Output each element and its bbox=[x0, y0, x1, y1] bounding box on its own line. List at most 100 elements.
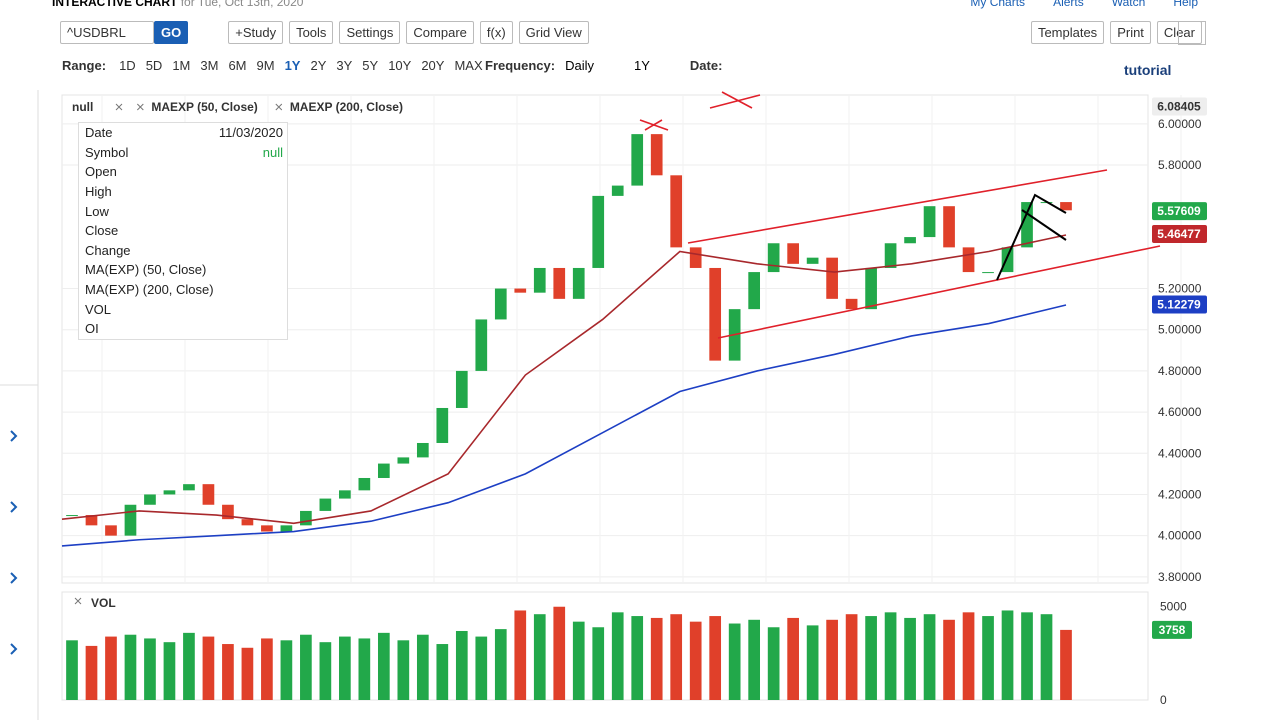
header-link[interactable]: My Charts bbox=[970, 0, 1026, 9]
range-option[interactable]: 10Y bbox=[388, 58, 412, 73]
title: INTERACTIVE CHART bbox=[52, 0, 178, 9]
y-tick-label: 4.40000 bbox=[1158, 446, 1202, 460]
candle bbox=[1021, 202, 1033, 248]
info-label: Open bbox=[85, 164, 117, 180]
volume-bar bbox=[689, 621, 702, 700]
toolbar-button[interactable]: f(x) bbox=[479, 21, 513, 44]
tutorial-link[interactable]: tutorial bbox=[1124, 62, 1172, 78]
legend-entry: MAEXP (50, Close) bbox=[151, 100, 257, 114]
candle bbox=[884, 243, 897, 268]
volume-bar bbox=[592, 627, 605, 700]
volume-tag bbox=[1152, 620, 1192, 639]
info-row: Close bbox=[79, 221, 287, 241]
range-option[interactable]: 6M bbox=[228, 58, 247, 73]
price-tag bbox=[1152, 97, 1207, 116]
volume-bar bbox=[85, 645, 98, 700]
go-button[interactable]: GO bbox=[154, 21, 189, 44]
toolbar-button[interactable]: Print bbox=[1110, 21, 1151, 44]
range-option[interactable]: 9M bbox=[256, 58, 275, 73]
period-select[interactable]: 1Y bbox=[633, 58, 650, 73]
date-label: Date: bbox=[689, 58, 723, 73]
header-links: My Charts Alerts Watch Help bbox=[970, 0, 1198, 9]
volume-bar bbox=[748, 619, 761, 700]
toolbar-button[interactable]: +Study bbox=[228, 21, 284, 44]
price-tag bbox=[1152, 225, 1207, 244]
candle bbox=[455, 370, 468, 408]
candle bbox=[709, 267, 722, 361]
y-tick-label: 4.80000 bbox=[1158, 364, 1202, 378]
y-tick-label: 5.80000 bbox=[1158, 158, 1202, 172]
volume-bar bbox=[943, 619, 955, 700]
volume-bar bbox=[1001, 610, 1014, 700]
info-label: Symbol bbox=[85, 144, 129, 160]
info-row: Open bbox=[79, 162, 287, 182]
volume-bar bbox=[806, 625, 819, 700]
candle bbox=[572, 267, 585, 299]
toolbar-button[interactable]: Compare bbox=[406, 21, 474, 44]
y-tick-label: 4.60000 bbox=[1158, 405, 1202, 419]
volume-bar bbox=[650, 617, 663, 700]
frequency-select[interactable]: Daily bbox=[565, 58, 594, 73]
legend-entry: null bbox=[72, 100, 93, 114]
info-row: Date 11/03/2020 bbox=[79, 123, 287, 143]
price-tag bbox=[1152, 202, 1207, 221]
range-option[interactable]: 5D bbox=[145, 58, 163, 73]
candle bbox=[865, 267, 877, 310]
info-label: OI bbox=[85, 321, 99, 337]
range-option[interactable]: 5Y bbox=[362, 58, 379, 73]
candle bbox=[183, 484, 195, 491]
range-option[interactable]: 2Y bbox=[310, 58, 327, 73]
volume-bar bbox=[339, 636, 351, 700]
volume-tick-label: 5000 bbox=[1160, 600, 1187, 614]
toolbar-button[interactable]: Tools bbox=[289, 21, 334, 44]
volume-title: VOL bbox=[91, 596, 116, 610]
info-row: MA(EXP) (200, Close) bbox=[79, 280, 287, 300]
header-link[interactable]: Watch bbox=[1111, 0, 1146, 9]
range-row: Range: 1D 5D 1M 3M 6M 9M 1Y 2Y 3Y 5Y 10Y 20Y MAX bbox=[62, 58, 488, 73]
frequency-label: Frequency: bbox=[485, 58, 556, 73]
header-link[interactable]: Help bbox=[1173, 0, 1198, 9]
toolbar-button[interactable]: Templates bbox=[1030, 21, 1105, 44]
range-option[interactable]: MAX bbox=[454, 58, 483, 73]
symbol-input[interactable]: ^USDBRL bbox=[60, 21, 154, 44]
volume-bar bbox=[183, 632, 195, 700]
candle bbox=[144, 494, 156, 505]
volume-bar bbox=[436, 644, 449, 700]
legend-x bbox=[275, 103, 283, 111]
candle bbox=[241, 519, 254, 526]
header-link[interactable]: Alerts bbox=[1053, 0, 1084, 9]
toolbar-button[interactable]: Settings bbox=[339, 21, 401, 44]
candle bbox=[358, 477, 371, 491]
sidebar-arrows[interactable] bbox=[10, 430, 18, 655]
candle bbox=[553, 267, 566, 299]
volume-bar bbox=[904, 617, 916, 700]
candle bbox=[689, 247, 702, 268]
ma-line bbox=[61, 304, 1067, 547]
legend-entry: MAEXP (200, Close) bbox=[290, 100, 403, 114]
info-value: 11/03/2020 bbox=[218, 125, 283, 141]
range-option[interactable]: 3M bbox=[200, 58, 219, 73]
range-option[interactable]: 20Y bbox=[421, 58, 445, 73]
expand-button[interactable] bbox=[1178, 21, 1206, 45]
candle bbox=[631, 134, 644, 186]
range-option[interactable]: 1M bbox=[172, 58, 191, 73]
toolbar-button[interactable]: Grid View bbox=[518, 21, 589, 44]
legend-x bbox=[115, 103, 123, 111]
price-tag-label: 5.12279 bbox=[1157, 297, 1201, 311]
y-tick-label: 3.80000 bbox=[1158, 570, 1202, 584]
volume-bar bbox=[455, 630, 468, 700]
range-option[interactable]: 1D bbox=[119, 58, 136, 73]
volume-bar bbox=[767, 627, 780, 700]
range-option[interactable]: 3Y bbox=[336, 58, 353, 73]
volume-bar bbox=[572, 621, 585, 700]
candle bbox=[377, 463, 390, 478]
volume-bar bbox=[787, 617, 799, 700]
candle bbox=[319, 498, 332, 511]
candle bbox=[943, 206, 955, 248]
pattern-drawing bbox=[996, 193, 1067, 281]
range-option[interactable]: 1Y bbox=[284, 58, 301, 73]
volume-bar bbox=[241, 647, 254, 700]
volume-bar bbox=[475, 636, 488, 700]
y-tick-label: 5.00000 bbox=[1158, 323, 1202, 337]
